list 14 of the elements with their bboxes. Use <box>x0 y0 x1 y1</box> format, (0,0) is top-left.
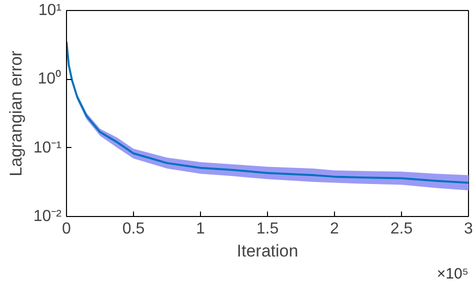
x-axis-title: Iteration <box>236 242 298 260</box>
x-tick-label: 3 <box>464 220 474 238</box>
y-axis-title: Lagrangian error <box>6 50 26 176</box>
text: ×10⁵ <box>436 266 469 282</box>
y-tick-label: 10⁻² <box>33 208 62 225</box>
x-tick-label: 2 <box>330 220 340 238</box>
x-tick-label: 0.5 <box>122 220 145 238</box>
y-tick-label: 10¹ <box>38 2 62 19</box>
x-tick-label: 0 <box>62 220 72 238</box>
y-tick-label: 10⁰ <box>38 70 62 88</box>
x-tick-label: 2.5 <box>390 220 413 238</box>
x-tick-label: 1 <box>196 220 206 238</box>
x-tick-label: 1.5 <box>256 220 279 238</box>
y-tick-label: 10⁻¹ <box>33 139 62 156</box>
